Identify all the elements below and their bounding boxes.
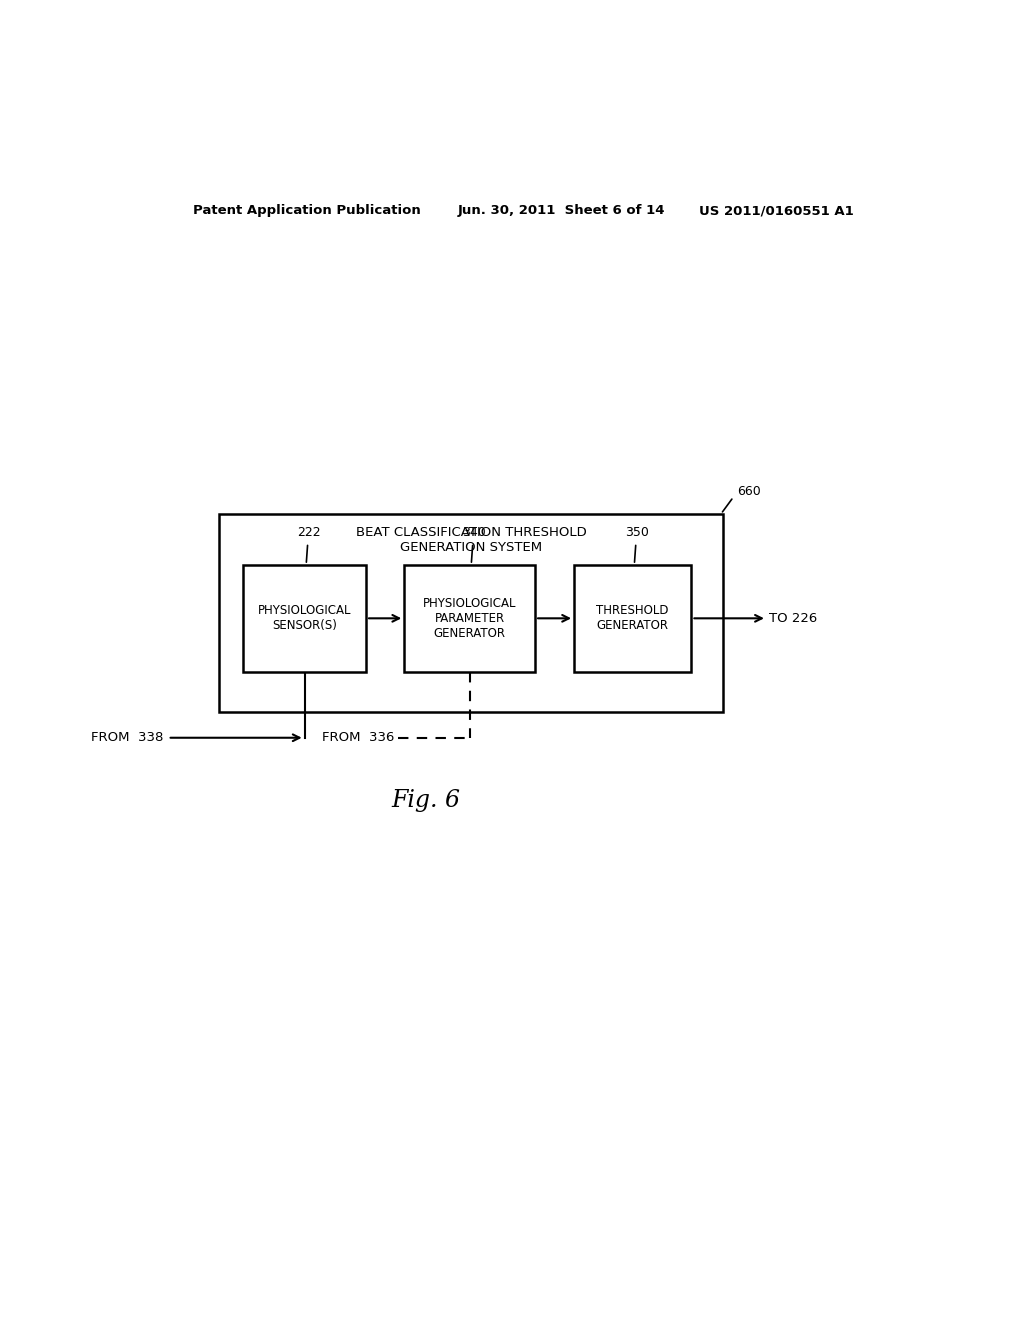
Text: 660: 660 [737,486,761,498]
Text: TO 226: TO 226 [769,612,817,624]
Bar [574,565,691,672]
Text: 350: 350 [625,525,648,539]
Text: 222: 222 [297,525,321,539]
Text: PHYSIOLOGICAL
SENSOR(S): PHYSIOLOGICAL SENSOR(S) [258,605,351,632]
Text: Fig. 6: Fig. 6 [391,788,460,812]
Text: 340: 340 [462,525,485,539]
Text: THRESHOLD
GENERATOR: THRESHOLD GENERATOR [596,605,669,632]
Text: FROM  336: FROM 336 [322,731,394,744]
Text: FROM  338: FROM 338 [91,731,164,744]
Text: Patent Application Publication: Patent Application Publication [194,205,421,216]
Bar [219,515,723,713]
Text: US 2011/0160551 A1: US 2011/0160551 A1 [699,205,854,216]
Text: Jun. 30, 2011  Sheet 6 of 14: Jun. 30, 2011 Sheet 6 of 14 [458,205,665,216]
Text: PHYSIOLOGICAL
PARAMETER
GENERATOR: PHYSIOLOGICAL PARAMETER GENERATOR [423,597,516,640]
Text: BEAT CLASSIFICATION THRESHOLD
GENERATION SYSTEM: BEAT CLASSIFICATION THRESHOLD GENERATION… [356,527,587,554]
Bar [404,565,536,672]
Bar [243,565,367,672]
